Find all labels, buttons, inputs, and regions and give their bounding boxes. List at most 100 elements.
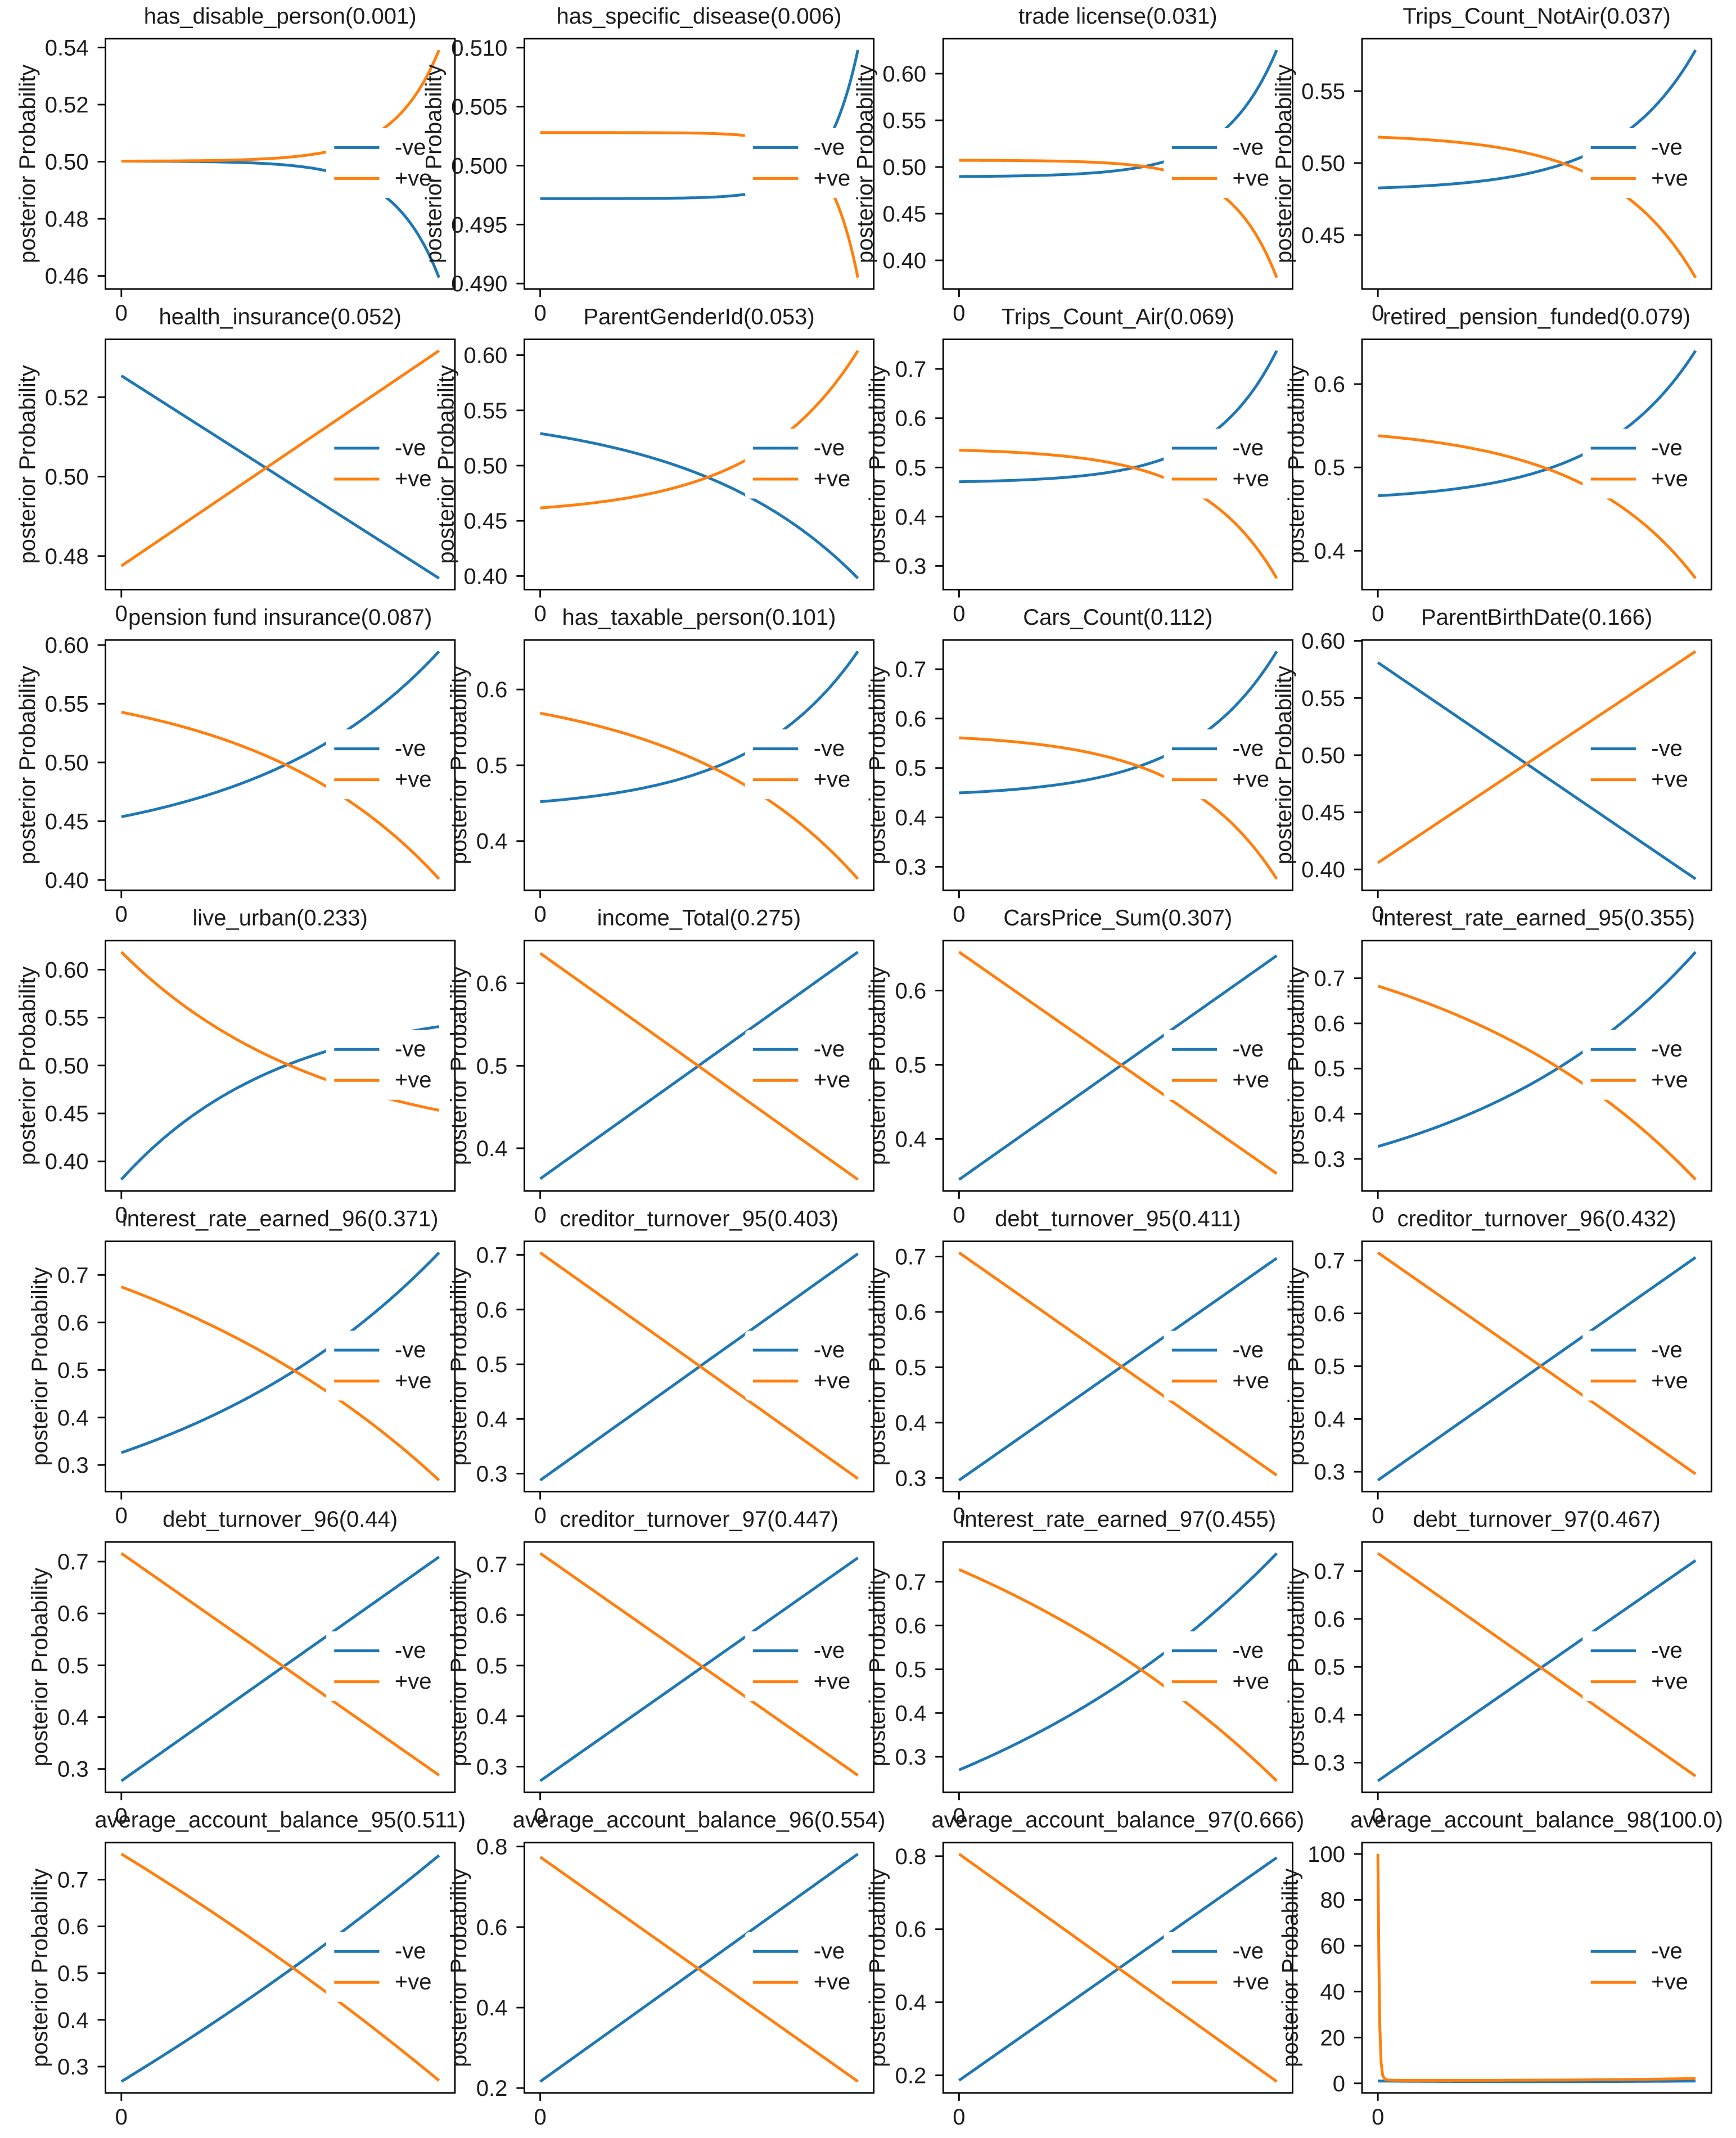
svg-text:0: 0 bbox=[534, 1804, 546, 1829]
svg-text:0.5: 0.5 bbox=[476, 1654, 508, 1679]
svg-text:0.60: 0.60 bbox=[45, 633, 89, 658]
svg-text:0.60: 0.60 bbox=[45, 958, 89, 982]
svg-text:trade license(0.031): trade license(0.031) bbox=[1018, 4, 1218, 29]
svg-text:posterior Probability: posterior Probability bbox=[865, 1568, 890, 1767]
svg-text:0.6: 0.6 bbox=[895, 1300, 927, 1325]
svg-text:-ve: -ve bbox=[395, 736, 426, 761]
svg-text:0.4: 0.4 bbox=[895, 1991, 927, 2015]
svg-text:+ve: +ve bbox=[814, 166, 851, 191]
svg-text:+ve: +ve bbox=[1651, 1068, 1688, 1093]
svg-text:20: 20 bbox=[1320, 2026, 1346, 2050]
svg-text:-ve: -ve bbox=[814, 1638, 845, 1663]
svg-text:0: 0 bbox=[534, 301, 546, 326]
svg-text:0.3: 0.3 bbox=[476, 1462, 508, 1487]
svg-text:0: 0 bbox=[1372, 301, 1384, 326]
svg-text:0.6: 0.6 bbox=[57, 1602, 89, 1626]
svg-text:+ve: +ve bbox=[1651, 466, 1688, 491]
svg-text:0.60: 0.60 bbox=[1301, 629, 1345, 654]
svg-text:+ve: +ve bbox=[395, 1970, 432, 1995]
svg-text:0.6: 0.6 bbox=[895, 707, 927, 732]
svg-text:-ve: -ve bbox=[814, 135, 845, 160]
svg-text:0.52: 0.52 bbox=[45, 93, 89, 118]
svg-text:posterior Probability: posterior Probability bbox=[865, 1267, 890, 1466]
svg-text:creditor_turnover_95(0.403): creditor_turnover_95(0.403) bbox=[560, 1206, 838, 1231]
svg-text:average_account_balance_96(0.5: average_account_balance_96(0.554) bbox=[513, 1808, 886, 1833]
svg-text:0.6: 0.6 bbox=[476, 972, 508, 996]
svg-text:0.52: 0.52 bbox=[45, 385, 89, 410]
svg-text:0.3: 0.3 bbox=[57, 2055, 89, 2080]
svg-text:creditor_turnover_97(0.447): creditor_turnover_97(0.447) bbox=[560, 1507, 838, 1532]
svg-text:0: 0 bbox=[953, 1504, 965, 1528]
svg-text:0.45: 0.45 bbox=[1301, 223, 1345, 248]
svg-text:0.7: 0.7 bbox=[476, 1553, 508, 1577]
svg-text:posterior Probability: posterior Probability bbox=[1271, 666, 1296, 865]
svg-text:0.4: 0.4 bbox=[895, 1701, 927, 1726]
svg-text:40: 40 bbox=[1320, 1980, 1346, 2005]
svg-text:retired_pension_funded(0.079): retired_pension_funded(0.079) bbox=[1383, 304, 1690, 329]
svg-text:0: 0 bbox=[115, 902, 128, 927]
svg-text:pension fund insurance(0.087): pension fund insurance(0.087) bbox=[128, 605, 432, 630]
svg-text:0.6: 0.6 bbox=[895, 407, 927, 431]
svg-text:posterior Probability: posterior Probability bbox=[1284, 365, 1309, 564]
svg-text:0.45: 0.45 bbox=[464, 509, 508, 534]
svg-text:posterior Probability: posterior Probability bbox=[447, 1868, 471, 2067]
svg-text:0.7: 0.7 bbox=[895, 657, 927, 682]
svg-text:+ve: +ve bbox=[1651, 166, 1688, 191]
svg-text:0.7: 0.7 bbox=[895, 1245, 927, 1270]
svg-text:posterior Probability: posterior Probability bbox=[15, 967, 40, 1166]
svg-text:0.4: 0.4 bbox=[476, 1704, 508, 1729]
svg-text:0.4: 0.4 bbox=[895, 505, 927, 530]
svg-text:+ve: +ve bbox=[1233, 767, 1270, 792]
svg-text:0.50: 0.50 bbox=[45, 751, 89, 775]
svg-text:posterior Probability: posterior Probability bbox=[28, 1568, 52, 1767]
svg-text:0.6: 0.6 bbox=[476, 678, 508, 702]
svg-text:0.50: 0.50 bbox=[1301, 743, 1345, 768]
svg-text:0.4: 0.4 bbox=[1314, 539, 1345, 563]
svg-text:0.8: 0.8 bbox=[895, 1844, 927, 1869]
svg-text:-ve: -ve bbox=[814, 1337, 845, 1362]
svg-text:posterior Probability: posterior Probability bbox=[421, 65, 446, 264]
svg-text:0.505: 0.505 bbox=[451, 95, 507, 120]
svg-text:0: 0 bbox=[953, 902, 965, 927]
svg-text:creditor_turnover_96(0.432): creditor_turnover_96(0.432) bbox=[1397, 1206, 1676, 1231]
svg-text:0.7: 0.7 bbox=[895, 1570, 927, 1595]
svg-text:+ve: +ve bbox=[395, 1368, 432, 1393]
svg-text:0.5: 0.5 bbox=[895, 1355, 927, 1380]
svg-text:posterior Probability: posterior Probability bbox=[1284, 1568, 1309, 1767]
svg-text:0.5: 0.5 bbox=[476, 1352, 508, 1377]
svg-text:has_disable_person(0.001): has_disable_person(0.001) bbox=[144, 4, 417, 29]
svg-text:0: 0 bbox=[534, 602, 546, 626]
svg-text:0.60: 0.60 bbox=[464, 344, 508, 368]
svg-text:0.7: 0.7 bbox=[1314, 1249, 1345, 1274]
svg-text:0.3: 0.3 bbox=[895, 554, 927, 579]
svg-text:0.6: 0.6 bbox=[895, 979, 927, 1004]
svg-text:posterior Probability: posterior Probability bbox=[1284, 1267, 1309, 1466]
svg-text:0.6: 0.6 bbox=[895, 1614, 927, 1639]
svg-text:0.8: 0.8 bbox=[476, 1835, 508, 1860]
svg-text:0.5: 0.5 bbox=[1314, 455, 1345, 480]
svg-text:0.55: 0.55 bbox=[464, 399, 508, 423]
svg-text:0: 0 bbox=[1372, 1804, 1384, 1829]
svg-text:0.5: 0.5 bbox=[1314, 1355, 1345, 1379]
svg-text:0.48: 0.48 bbox=[45, 207, 89, 232]
svg-text:0.2: 0.2 bbox=[895, 2064, 927, 2089]
svg-text:0.45: 0.45 bbox=[45, 1102, 89, 1126]
svg-text:0: 0 bbox=[115, 1504, 128, 1528]
svg-text:0.5: 0.5 bbox=[57, 1961, 89, 1986]
svg-text:0.50: 0.50 bbox=[45, 150, 89, 175]
svg-text:0.4: 0.4 bbox=[1314, 1102, 1345, 1127]
svg-text:0.4: 0.4 bbox=[895, 806, 927, 831]
svg-text:0: 0 bbox=[115, 1203, 128, 1228]
svg-text:-ve: -ve bbox=[1233, 736, 1264, 761]
svg-text:0: 0 bbox=[534, 2105, 546, 2130]
svg-text:0.6: 0.6 bbox=[476, 1915, 508, 1940]
svg-text:0.5: 0.5 bbox=[476, 754, 508, 778]
svg-text:interest_rate_earned_96(0.371): interest_rate_earned_96(0.371) bbox=[122, 1206, 439, 1231]
svg-text:0.495: 0.495 bbox=[451, 213, 507, 237]
svg-text:0: 0 bbox=[115, 1804, 128, 1829]
svg-text:-ve: -ve bbox=[1651, 736, 1683, 761]
svg-text:posterior Probability: posterior Probability bbox=[15, 365, 40, 564]
svg-text:0.6: 0.6 bbox=[57, 1915, 89, 1939]
svg-text:0.7: 0.7 bbox=[1314, 1559, 1345, 1584]
svg-text:-ve: -ve bbox=[1651, 1939, 1683, 1964]
